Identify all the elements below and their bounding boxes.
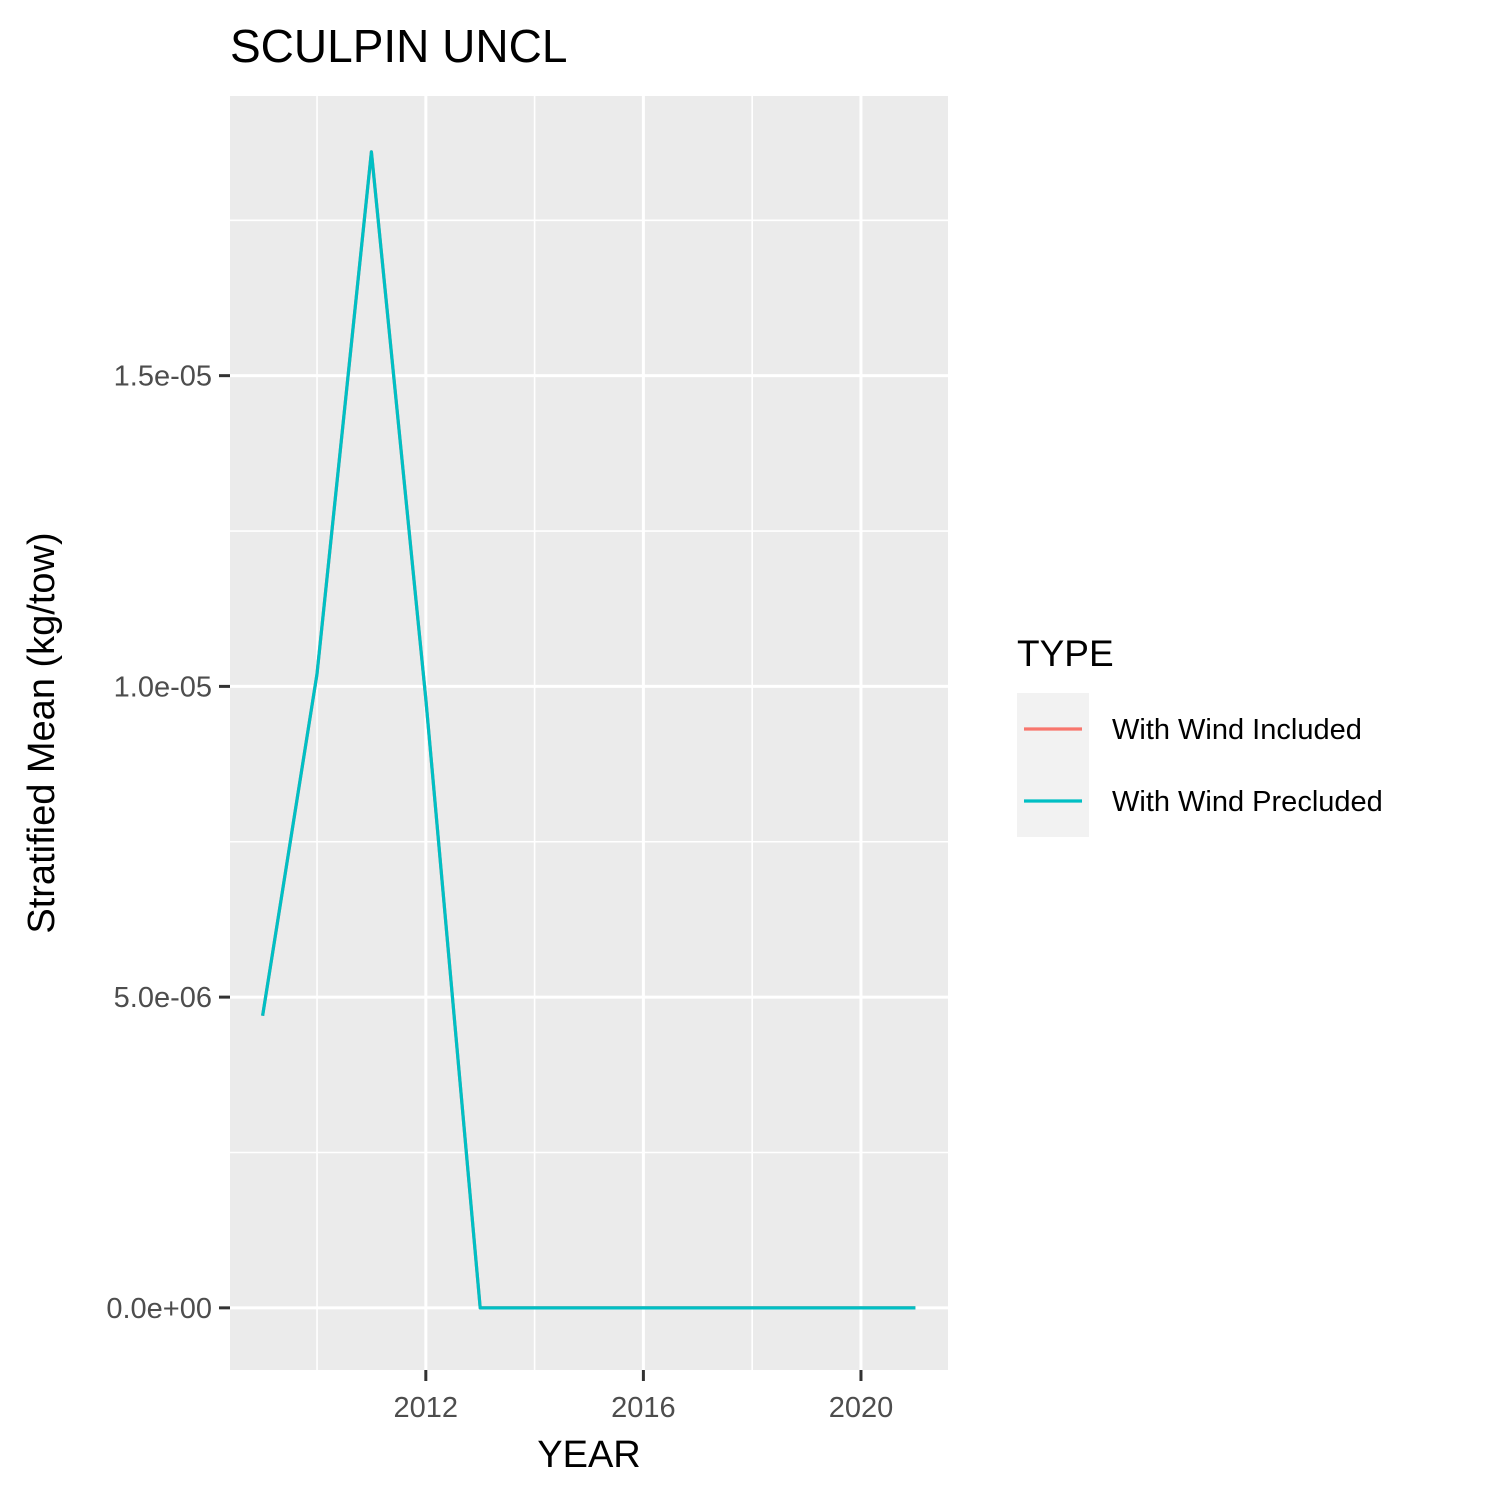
x-axis: 2012 2016 2020 [394,1370,894,1424]
x-tick-label: 2012 [394,1392,459,1424]
series-line-2 [261,150,916,1310]
y-tick-label: 5.0e-06 [114,982,212,1014]
legend-key-background [1017,693,1089,837]
x-tick-label: 2016 [611,1392,676,1424]
legend: TYPE With Wind Included With Wind Preclud… [1017,633,1383,837]
y-axis: 0.0e+00 5.0e-06 1.0e-05 1.5e-05 [106,361,230,1325]
series-lines [261,150,916,1310]
y-tick-label: 1.5e-05 [114,361,212,393]
legend-items: With Wind Included With Wind Precluded [1024,714,1383,818]
y-tick-label: 1.0e-05 [114,671,212,703]
y-axis-title: Stratified Mean (kg/tow) [21,532,63,933]
chart-title: SCULPIN UNCL [230,20,567,72]
y-tick-label: 0.0e+00 [106,1293,212,1325]
plot-panel [230,96,948,1370]
legend-title: TYPE [1017,633,1114,674]
x-axis-title: YEAR [537,1434,640,1476]
major-gridlines [230,96,948,1370]
legend-label-1: With Wind Included [1112,714,1362,746]
legend-label-2: With Wind Precluded [1112,786,1383,818]
minor-gridlines [230,96,948,1370]
x-tick-label: 2020 [829,1392,894,1424]
